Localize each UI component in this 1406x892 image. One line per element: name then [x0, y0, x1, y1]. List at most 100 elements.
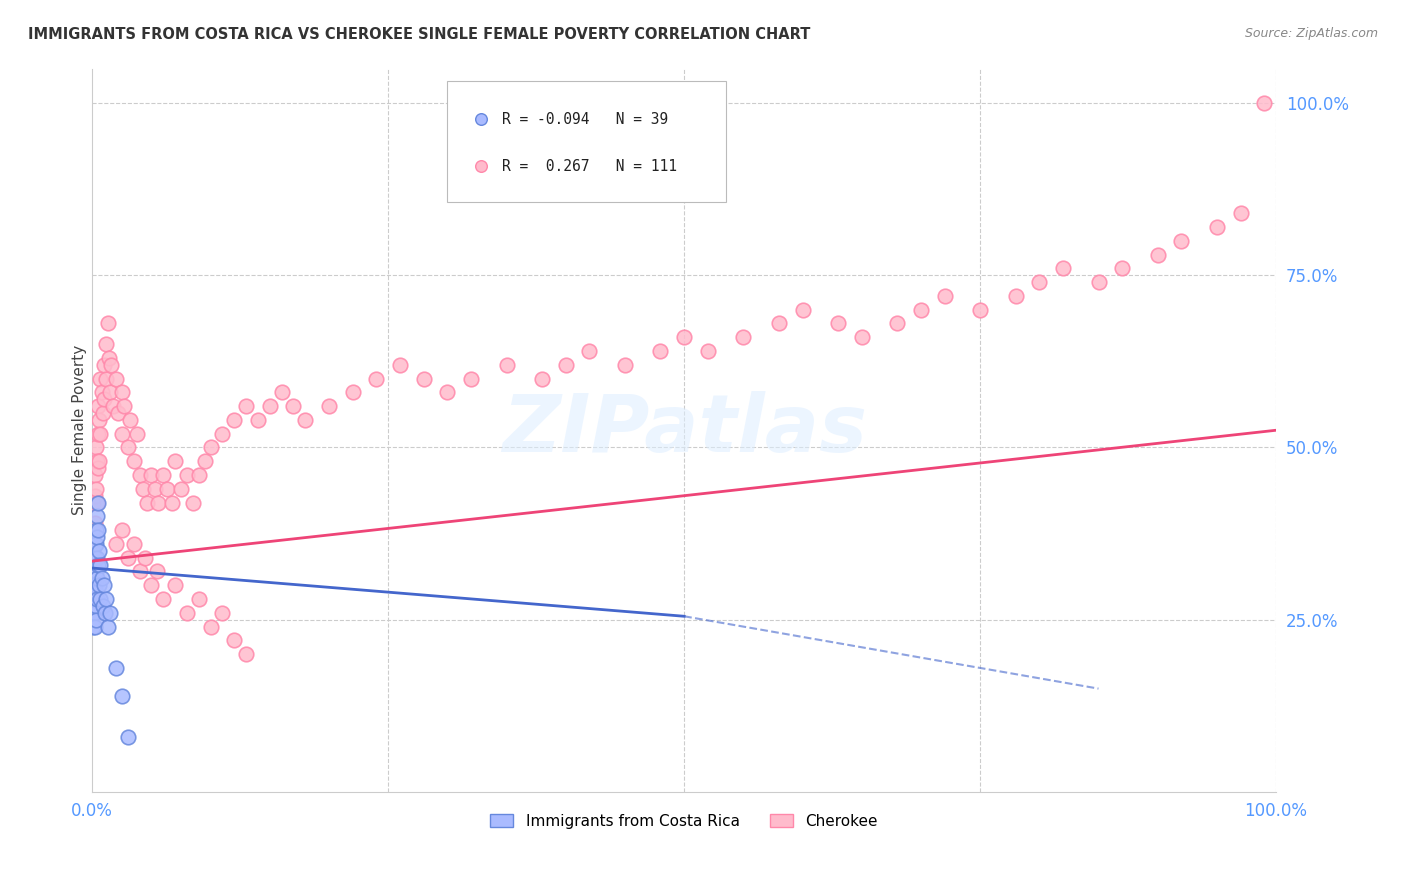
Point	[127, 426, 149, 441]
Point	[90, 385, 112, 400]
Point	[83, 550, 105, 565]
Point	[1253, 95, 1275, 110]
Point	[148, 495, 170, 509]
Point	[1028, 275, 1050, 289]
Text: R =  0.267   N = 111: R = 0.267 N = 111	[502, 159, 676, 174]
Point	[1004, 289, 1026, 303]
Point	[187, 592, 209, 607]
Point	[111, 523, 134, 537]
Point	[531, 371, 554, 385]
Point	[87, 399, 110, 413]
Point	[87, 495, 110, 509]
Point	[224, 633, 246, 648]
Point	[93, 358, 115, 372]
Point	[82, 592, 104, 607]
Point	[84, 565, 107, 579]
Point	[117, 730, 139, 744]
Point	[83, 619, 105, 633]
Point	[111, 426, 134, 441]
Point	[96, 337, 118, 351]
Point	[83, 578, 105, 592]
Point	[851, 330, 873, 344]
Point	[235, 399, 257, 413]
Point	[128, 468, 150, 483]
Point	[1052, 261, 1074, 276]
Point	[934, 289, 956, 303]
Point	[89, 544, 111, 558]
Point	[211, 426, 233, 441]
Point	[146, 565, 169, 579]
Point	[181, 495, 204, 509]
Point	[93, 392, 115, 407]
Point	[122, 537, 145, 551]
Point	[650, 344, 672, 359]
Point	[733, 330, 755, 344]
Point	[134, 550, 156, 565]
Point	[211, 606, 233, 620]
Point	[86, 592, 108, 607]
Point	[104, 371, 127, 385]
Point	[86, 571, 108, 585]
Point	[165, 578, 187, 592]
Point	[436, 385, 458, 400]
Point	[235, 647, 257, 661]
Point	[128, 565, 150, 579]
Point	[187, 468, 209, 483]
Point	[90, 571, 112, 585]
Point	[132, 482, 155, 496]
Point	[91, 599, 114, 613]
Point	[83, 592, 105, 607]
Point	[84, 585, 107, 599]
Point	[1087, 275, 1109, 289]
Point	[96, 592, 118, 607]
Point	[86, 509, 108, 524]
Point	[87, 426, 110, 441]
Point	[460, 371, 482, 385]
Point	[170, 482, 193, 496]
Point	[98, 606, 121, 620]
Point	[613, 358, 636, 372]
Point	[82, 523, 104, 537]
Point	[294, 413, 316, 427]
Point	[152, 592, 174, 607]
Point	[792, 302, 814, 317]
Point	[82, 544, 104, 558]
Point	[83, 606, 105, 620]
Point	[886, 317, 908, 331]
Point	[673, 330, 696, 344]
Point	[388, 358, 411, 372]
Y-axis label: Single Female Poverty: Single Female Poverty	[72, 345, 87, 516]
Point	[141, 468, 163, 483]
Point	[270, 385, 292, 400]
Point	[1170, 234, 1192, 248]
Point	[96, 371, 118, 385]
Point	[111, 689, 134, 703]
Point	[93, 578, 115, 592]
Point	[1206, 219, 1229, 234]
Point	[86, 495, 108, 509]
Point	[97, 317, 120, 331]
Point	[342, 385, 364, 400]
Text: ZIPatlas: ZIPatlas	[502, 392, 866, 469]
Point	[1146, 247, 1168, 261]
Point	[111, 385, 134, 400]
Point	[84, 441, 107, 455]
Point	[224, 413, 246, 427]
Legend: Immigrants from Costa Rica, Cherokee: Immigrants from Costa Rica, Cherokee	[484, 807, 884, 835]
Point	[82, 619, 104, 633]
Point	[103, 399, 125, 413]
Point	[1229, 206, 1251, 220]
Text: Source: ZipAtlas.com: Source: ZipAtlas.com	[1244, 27, 1378, 40]
Point	[100, 358, 122, 372]
Point	[578, 344, 600, 359]
Point	[84, 537, 107, 551]
Point	[84, 599, 107, 613]
Point	[470, 189, 492, 203]
Point	[910, 302, 932, 317]
Point	[141, 578, 163, 592]
Point	[83, 537, 105, 551]
Point	[259, 399, 281, 413]
Point	[143, 482, 166, 496]
Point	[86, 550, 108, 565]
Point	[495, 358, 517, 372]
